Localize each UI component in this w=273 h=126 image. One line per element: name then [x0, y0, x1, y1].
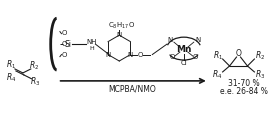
Text: O: O [62, 30, 67, 36]
Text: N: N [128, 52, 133, 58]
Text: N: N [117, 32, 122, 38]
Text: NH: NH [86, 39, 97, 45]
Text: Cl: Cl [180, 60, 187, 66]
Text: $R_3$: $R_3$ [255, 69, 266, 81]
Text: $R_2$: $R_2$ [255, 50, 265, 62]
Text: $R_2$: $R_2$ [29, 60, 39, 72]
Text: H: H [89, 46, 94, 51]
Text: O: O [62, 52, 67, 58]
Text: C$_8$H$_{17}$O: C$_8$H$_{17}$O [108, 21, 135, 31]
Text: $R_1$: $R_1$ [213, 50, 223, 62]
Text: Si: Si [64, 40, 71, 49]
Text: N: N [105, 52, 111, 58]
Text: $R_3$: $R_3$ [30, 76, 40, 88]
Text: O: O [62, 41, 67, 47]
Text: N: N [195, 37, 200, 43]
Text: O: O [193, 54, 198, 60]
Text: Mn: Mn [176, 45, 192, 54]
Text: O: O [236, 49, 241, 58]
Text: MCPBA/NMO: MCPBA/NMO [108, 84, 156, 93]
Text: $R_1$: $R_1$ [6, 59, 16, 71]
Text: e.e. 26-84 %: e.e. 26-84 % [219, 87, 268, 96]
Text: O: O [138, 52, 143, 58]
Text: $R_4$: $R_4$ [212, 69, 223, 81]
Text: N: N [167, 37, 173, 43]
Text: 31-70 %: 31-70 % [228, 79, 259, 88]
Text: $R_4$: $R_4$ [6, 72, 16, 84]
Text: O: O [169, 54, 175, 60]
